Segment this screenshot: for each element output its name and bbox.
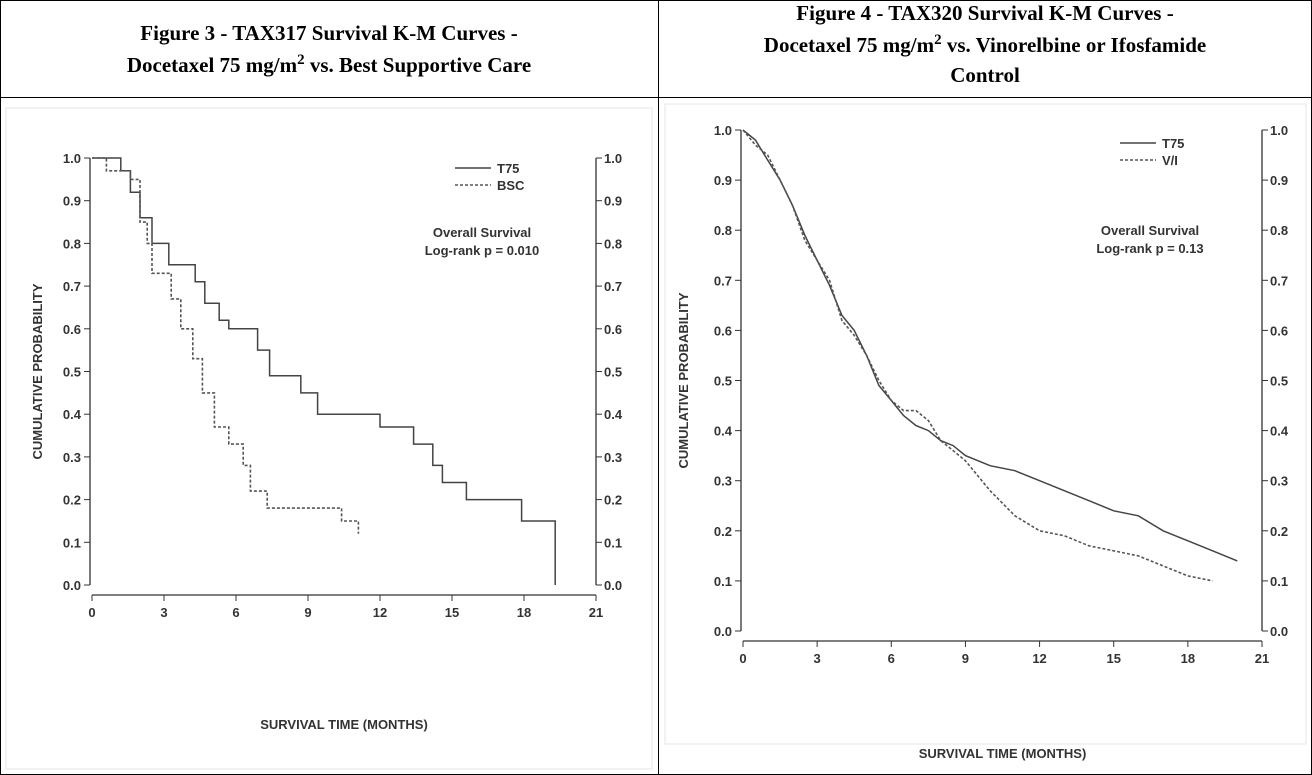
figure-title: Figure 3 - TAX317 Survival K-M Curves - <box>140 21 517 45</box>
y2-tick-label: 0.8 <box>1270 223 1288 238</box>
annotation: Overall Survival <box>1101 223 1199 238</box>
y2-tick-label: 0.9 <box>1270 173 1288 188</box>
x-axis-label: SURVIVAL TIME (MONTHS) <box>919 746 1087 761</box>
y2-tick-label: 0.3 <box>1270 474 1288 489</box>
y-axis-label: CUMULATIVE PROBABILITY <box>676 292 691 468</box>
y2-tick-label: 0.8 <box>604 236 622 251</box>
title-part: Figure 3 - TAX317 Survival K-M Curves - <box>140 21 517 45</box>
figure-title: Docetaxel 75 mg/m2 vs. Vinorelbine or If… <box>764 32 1206 57</box>
y2-tick-label: 0.4 <box>1270 424 1289 439</box>
x-tick-label: 21 <box>1255 651 1269 666</box>
y2-tick-label: 0.7 <box>604 279 622 294</box>
y-tick-label: 0.3 <box>714 474 732 489</box>
y2-tick-label: 0.5 <box>1270 374 1288 389</box>
y-tick-label: 0.8 <box>63 236 81 251</box>
y2-tick-label: 0.6 <box>1270 323 1288 338</box>
y-tick-label: 0.3 <box>63 450 81 465</box>
superscript: 2 <box>934 32 942 48</box>
x-tick-label: 21 <box>589 605 603 620</box>
y-tick-label: 1.0 <box>714 123 732 138</box>
x-tick-label: 12 <box>373 605 387 620</box>
x-tick-label: 12 <box>1032 651 1046 666</box>
legend-label: T75 <box>497 161 519 176</box>
figure-frame <box>5 107 653 770</box>
y2-tick-label: 0.2 <box>604 493 622 508</box>
x-tick-label: 9 <box>304 605 311 620</box>
y-tick-label: 0.2 <box>63 493 81 508</box>
legend-label: BSC <box>497 178 525 193</box>
x-tick-label: 6 <box>232 605 239 620</box>
y-tick-label: 0.8 <box>714 223 732 238</box>
annotation: Overall Survival <box>433 225 531 240</box>
title-part: Control <box>950 63 1020 87</box>
y-tick-label: 0.4 <box>714 424 733 439</box>
y-tick-label: 0.4 <box>63 407 82 422</box>
x-tick-label: 3 <box>814 651 821 666</box>
y2-tick-label: 0.6 <box>604 322 622 337</box>
x-tick-label: 15 <box>445 605 459 620</box>
x-axis-label: SURVIVAL TIME (MONTHS) <box>260 717 428 732</box>
title-part: Docetaxel 75 mg/m <box>764 33 935 57</box>
figure-title: Figure 4 - TAX320 Survival K-M Curves - <box>796 1 1173 25</box>
x-tick-label: 18 <box>1181 651 1195 666</box>
y2-tick-label: 0.7 <box>1270 273 1288 288</box>
y2-tick-label: 0.3 <box>604 450 622 465</box>
y2-tick-label: 0.0 <box>1270 624 1288 639</box>
y-tick-label: 1.0 <box>63 151 81 166</box>
y-tick-label: 0.5 <box>63 365 81 380</box>
x-tick-label: 15 <box>1106 651 1120 666</box>
superscript: 2 <box>297 52 305 68</box>
annotation: Log-rank p = 0.010 <box>425 243 540 258</box>
y2-tick-label: 0.5 <box>604 365 622 380</box>
y2-tick-label: 0.0 <box>604 578 622 593</box>
y-tick-label: 0.2 <box>714 524 732 539</box>
x-tick-label: 6 <box>888 651 895 666</box>
annotation: Log-rank p = 0.13 <box>1096 241 1203 256</box>
y2-tick-label: 0.9 <box>604 194 622 209</box>
y-axis-label: CUMULATIVE PROBABILITY <box>30 283 45 459</box>
survival-curve <box>742 129 1213 582</box>
y-tick-label: 0.0 <box>63 578 81 593</box>
x-tick-label: 3 <box>160 605 167 620</box>
title-part: Docetaxel 75 mg/m <box>127 53 298 77</box>
y-tick-label: 0.0 <box>714 624 732 639</box>
survival-curve <box>92 157 360 534</box>
x-tick-label: 18 <box>517 605 531 620</box>
x-tick-label: 0 <box>739 651 746 666</box>
y-tick-label: 0.1 <box>63 535 81 550</box>
y2-tick-label: 0.4 <box>604 407 623 422</box>
figure-title: Control <box>950 63 1020 87</box>
y-tick-label: 0.6 <box>63 322 81 337</box>
y2-tick-label: 0.2 <box>1270 524 1288 539</box>
y-tick-label: 0.7 <box>63 279 81 294</box>
x-tick-label: 9 <box>962 651 969 666</box>
figure-frame <box>664 103 1307 745</box>
y2-tick-label: 0.1 <box>1270 574 1288 589</box>
title-part: vs. Vinorelbine or Ifosfamide <box>942 33 1207 57</box>
y-tick-label: 0.7 <box>714 273 732 288</box>
y-tick-label: 0.9 <box>63 194 81 209</box>
y-tick-label: 0.5 <box>714 374 732 389</box>
title-part: Figure 4 - TAX320 Survival K-M Curves - <box>796 1 1173 25</box>
y2-tick-label: 0.1 <box>604 535 622 550</box>
survival-curve <box>92 157 556 585</box>
y-tick-label: 0.9 <box>714 173 732 188</box>
y2-tick-label: 1.0 <box>1270 123 1288 138</box>
y-tick-label: 0.1 <box>714 574 732 589</box>
legend-label: T75 <box>1162 136 1184 151</box>
x-tick-label: 0 <box>88 605 95 620</box>
y-tick-label: 0.6 <box>714 323 732 338</box>
legend-label: V/I <box>1162 153 1178 168</box>
survival-curve <box>742 129 1238 562</box>
title-part: vs. Best Supportive Care <box>305 53 532 77</box>
y2-tick-label: 1.0 <box>604 151 622 166</box>
figure-title: Docetaxel 75 mg/m2 vs. Best Supportive C… <box>127 52 531 77</box>
